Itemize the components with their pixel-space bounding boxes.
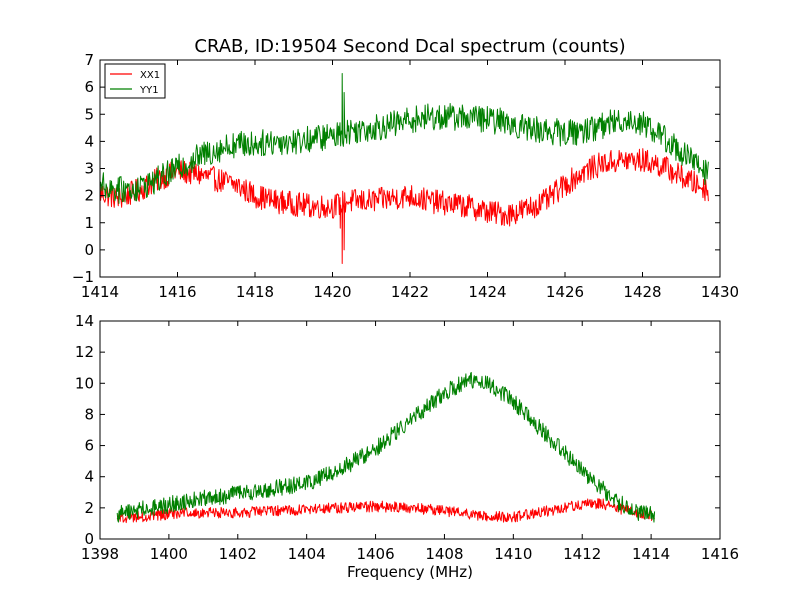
x-tick-label: 1430 <box>701 283 739 301</box>
x-axis-label: Frequency (MHz) <box>347 563 473 581</box>
bottom-axes-frame <box>99 320 721 540</box>
top-series-line-xx1 <box>99 148 709 264</box>
legend-label-yy1: YY1 <box>139 85 159 96</box>
legend-box <box>104 63 166 99</box>
x-tick-label: 1398 <box>81 545 119 563</box>
y-tick-label: 8 <box>84 405 94 423</box>
y-tick-label: 1 <box>84 214 94 232</box>
x-tick-label: 1404 <box>288 545 326 563</box>
bottom-axis-ticks: 1398 1400 1402 1404 1406 1408 1410 1412 1414 1416… <box>75 312 739 563</box>
x-tick-label: 1426 <box>546 283 584 301</box>
y-tick-label: 6 <box>84 437 94 455</box>
y-tick-label: 10 <box>75 374 94 392</box>
bottom-series-line-yy1 <box>116 371 656 523</box>
x-tick-label: 1428 <box>623 283 661 301</box>
x-tick-label: 1422 <box>391 283 429 301</box>
x-tick-label: 1414 <box>81 283 119 301</box>
y-tick-label: 14 <box>75 312 94 330</box>
top-series-line-yy1 <box>99 73 709 204</box>
y-tick-label: 0 <box>84 241 94 259</box>
x-tick-label: 1424 <box>468 283 506 301</box>
y-tick-label: 0 <box>84 530 94 548</box>
x-tick-label: 1400 <box>150 545 188 563</box>
y-tick-label: 2 <box>84 187 94 205</box>
x-tick-label: 1402 <box>219 545 257 563</box>
legend-label-xx1: XX1 <box>140 70 160 81</box>
y-tick-label: −1 <box>72 268 94 286</box>
y-tick-label: 5 <box>84 105 94 123</box>
y-tick-label: 7 <box>84 51 94 69</box>
y-tick-label: 12 <box>75 343 94 361</box>
x-tick-label: 1412 <box>563 545 601 563</box>
x-tick-label: 1416 <box>701 545 739 563</box>
y-tick-label: 4 <box>84 468 94 486</box>
y-tick-label: 6 <box>84 78 94 96</box>
bottom-spectrum-panel: 1398 1400 1402 1404 1406 1408 1410 1412 1414 1416… <box>75 312 739 581</box>
x-tick-label: 1416 <box>158 283 196 301</box>
x-tick-label: 1420 <box>313 283 351 301</box>
bottom-series-line-xx1 <box>116 498 655 524</box>
x-tick-label: 1418 <box>236 283 274 301</box>
top-axis-ticks: 1414 1416 1418 1420 1422 1424 1426 1428 1430−101… <box>72 51 739 301</box>
y-tick-label: 3 <box>84 160 94 178</box>
legend: XX1 YY1 <box>104 63 166 99</box>
bottom-series-group <box>116 371 656 524</box>
x-tick-label: 1406 <box>356 545 394 563</box>
top-spectrum-panel: CRAB, ID:19504 Second Dcal spectrum (cou… <box>72 36 739 301</box>
x-tick-label: 1408 <box>425 545 463 563</box>
x-tick-label: 1414 <box>632 545 670 563</box>
y-tick-label: 4 <box>84 132 94 150</box>
x-tick-label: 1410 <box>494 545 532 563</box>
top-series-group <box>99 73 709 264</box>
chart-title: CRAB, ID:19504 Second Dcal spectrum (cou… <box>194 36 625 57</box>
y-tick-label: 2 <box>84 499 94 517</box>
